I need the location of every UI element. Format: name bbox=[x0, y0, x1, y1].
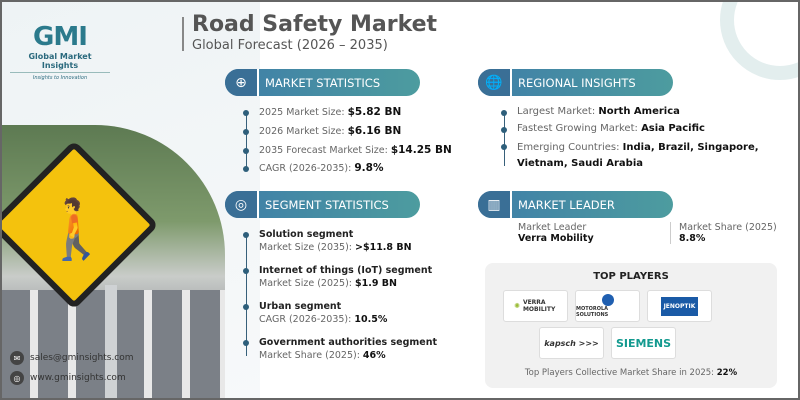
market-statistics-header: ⊕ MARKET STATISTICS bbox=[225, 69, 420, 96]
page-subtitle: Global Forecast (2026 – 2035) bbox=[192, 38, 388, 53]
contact-website[interactable]: ◎ www.gminsights.com bbox=[10, 371, 126, 385]
regional-insights-header: 🌐 REGIONAL INSIGHTS bbox=[478, 69, 673, 96]
jenoptik-logo: JENOPTIK bbox=[647, 290, 712, 322]
kapsch-logo: kapsch >>> bbox=[539, 327, 604, 359]
decorative-circle bbox=[720, 0, 800, 80]
globe-icon: 🌐 bbox=[478, 69, 512, 96]
gmi-logo: GMI Global Market Insights Insights to I… bbox=[10, 22, 110, 81]
collective-share: Top Players Collective Market Share in 2… bbox=[524, 368, 738, 378]
market-leader-header: ▥ MARKET LEADER bbox=[478, 191, 673, 218]
regional-insights-list: Largest Market: North America Fastest Gr… bbox=[501, 106, 791, 172]
market-statistics-list: 2025 Market Size: $5.82 BN 2026 Market S… bbox=[243, 106, 473, 174]
globe-chart-icon: ⊕ bbox=[225, 69, 259, 96]
segment-statistics-list: Solution segment Market Size (2035): >$11… bbox=[243, 228, 473, 362]
market-leader: Market Leader Verra Mobility bbox=[518, 222, 594, 244]
motorola-logo: MOTOROLA SOLUTIONS bbox=[575, 290, 640, 322]
contact-email[interactable]: ✉ sales@gminsights.com bbox=[10, 351, 134, 365]
globe-icon: ◎ bbox=[10, 371, 24, 385]
title-divider bbox=[182, 17, 184, 51]
top-players-panel: TOP PLAYERS ✺ VERRA MOBILITY MOTOROLA SOL… bbox=[485, 263, 777, 388]
bar-chart-icon: ▥ bbox=[478, 191, 512, 218]
page-title: Road Safety Market bbox=[192, 12, 438, 37]
target-icon: ◎ bbox=[225, 191, 259, 218]
siemens-logo: SIEMENS bbox=[611, 327, 676, 359]
segment-statistics-header: ◎ SEGMENT STATISTICS bbox=[225, 191, 420, 218]
market-share: Market Share (2025) 8.8% bbox=[670, 222, 777, 244]
verra-mobility-logo: ✺ VERRA MOBILITY bbox=[503, 290, 568, 322]
email-icon: ✉ bbox=[10, 351, 24, 365]
road-sign-photo: 🚶 bbox=[0, 125, 225, 400]
